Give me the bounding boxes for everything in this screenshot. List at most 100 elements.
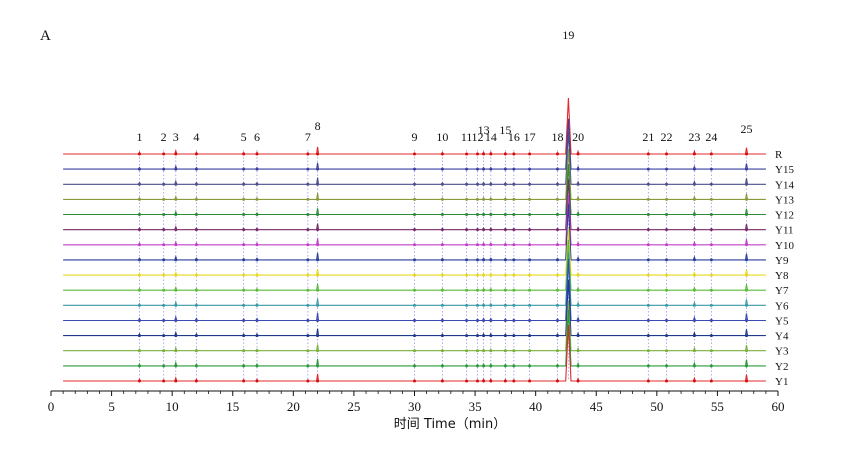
peak-marker xyxy=(489,364,493,368)
peak-marker xyxy=(489,318,493,322)
trace-y2 xyxy=(63,309,766,367)
peak-marker xyxy=(413,152,416,156)
peak-marker xyxy=(174,243,178,247)
x-tick-label: 30 xyxy=(408,399,421,414)
peak-marker xyxy=(465,182,469,186)
peak-marker xyxy=(744,318,748,322)
peak-marker xyxy=(489,379,493,383)
peak-marker xyxy=(744,379,748,383)
peak-marker xyxy=(440,213,444,217)
trace-y1 xyxy=(63,324,766,382)
peak-marker xyxy=(242,318,246,322)
x-tick-label: 20 xyxy=(287,399,300,414)
peak-number-label: 3 xyxy=(173,130,179,144)
peak-marker xyxy=(692,167,696,171)
peak-marker xyxy=(306,167,310,171)
peak-marker xyxy=(316,334,320,338)
peak-marker xyxy=(137,318,141,322)
peak-marker xyxy=(413,379,416,383)
peak-marker xyxy=(137,213,141,217)
peak-marker xyxy=(692,334,696,338)
peak-marker xyxy=(709,228,713,232)
peak-marker xyxy=(528,197,532,201)
peak-marker xyxy=(316,258,320,262)
peak-marker xyxy=(242,258,246,262)
peak-marker xyxy=(744,258,748,262)
peak-marker xyxy=(465,318,469,322)
peak-marker xyxy=(194,213,198,217)
peak-marker xyxy=(646,182,650,186)
peak-marker xyxy=(512,228,516,232)
peak-marker xyxy=(744,273,748,277)
peak-number-label: 15 xyxy=(499,123,511,137)
peak-marker xyxy=(709,182,713,186)
peak-marker xyxy=(137,288,141,292)
peak-number-label: 6 xyxy=(254,130,260,144)
peak-marker xyxy=(646,243,650,247)
peak-marker xyxy=(316,152,320,156)
peak-marker xyxy=(665,288,669,292)
peak-marker xyxy=(413,334,416,338)
peak-marker xyxy=(162,182,166,186)
peak-marker xyxy=(162,318,166,322)
peak-marker xyxy=(528,213,532,217)
peak-marker xyxy=(306,243,310,247)
trace-y11 xyxy=(63,179,766,231)
peak-marker xyxy=(576,303,580,307)
peak-number-label: 10 xyxy=(436,130,448,144)
peak-marker xyxy=(306,228,310,232)
peak-marker xyxy=(476,273,480,277)
peak-marker xyxy=(512,334,516,338)
peak-marker xyxy=(503,152,507,156)
peak-marker xyxy=(692,197,696,201)
peak-marker xyxy=(709,273,713,277)
trace-label-y11: Y11 xyxy=(775,225,794,237)
peak-marker xyxy=(242,349,246,353)
peak-marker xyxy=(440,197,444,201)
peak-marker xyxy=(174,167,178,171)
peak-marker xyxy=(137,197,141,201)
peak-marker xyxy=(576,364,580,368)
peak-marker xyxy=(476,167,480,171)
peak-marker xyxy=(242,182,246,186)
x-tick-label: 35 xyxy=(469,399,482,414)
peak-marker xyxy=(709,379,713,383)
peak-marker xyxy=(576,288,580,292)
peak-marker xyxy=(476,288,480,292)
peak-marker xyxy=(528,288,532,292)
peak-marker xyxy=(744,303,748,307)
trace-y10 xyxy=(63,194,766,246)
peak-marker xyxy=(665,228,669,232)
peak-number-label: 4 xyxy=(193,130,199,144)
peak-marker xyxy=(255,379,259,383)
peak-marker xyxy=(194,334,198,338)
peak-marker xyxy=(503,288,507,292)
peak-marker xyxy=(482,213,486,217)
peak-marker xyxy=(482,303,486,307)
peak-marker xyxy=(476,182,480,186)
peak-marker xyxy=(440,167,444,171)
peak-marker xyxy=(316,303,320,307)
peak-marker xyxy=(162,379,166,383)
peak-marker xyxy=(528,152,532,156)
peak-marker xyxy=(194,273,198,277)
peak-marker xyxy=(665,273,669,277)
peak-marker xyxy=(692,182,696,186)
peak-marker xyxy=(744,334,748,338)
peak-marker xyxy=(555,213,559,217)
peak-marker xyxy=(555,182,559,186)
peak-number-label: 8 xyxy=(315,119,321,133)
peak-marker xyxy=(242,243,246,247)
peak-marker xyxy=(692,349,696,353)
trace-label-y3: Y3 xyxy=(775,346,789,358)
trace-y15 xyxy=(63,118,766,170)
peak-marker xyxy=(482,273,486,277)
peak-marker xyxy=(512,243,516,247)
peak-marker xyxy=(413,349,416,353)
trace-y6 xyxy=(63,252,766,306)
peak-marker xyxy=(482,197,486,201)
peak-marker xyxy=(555,379,559,383)
peak-marker xyxy=(489,288,493,292)
peak-marker xyxy=(476,152,480,156)
trace-y13 xyxy=(63,148,766,200)
